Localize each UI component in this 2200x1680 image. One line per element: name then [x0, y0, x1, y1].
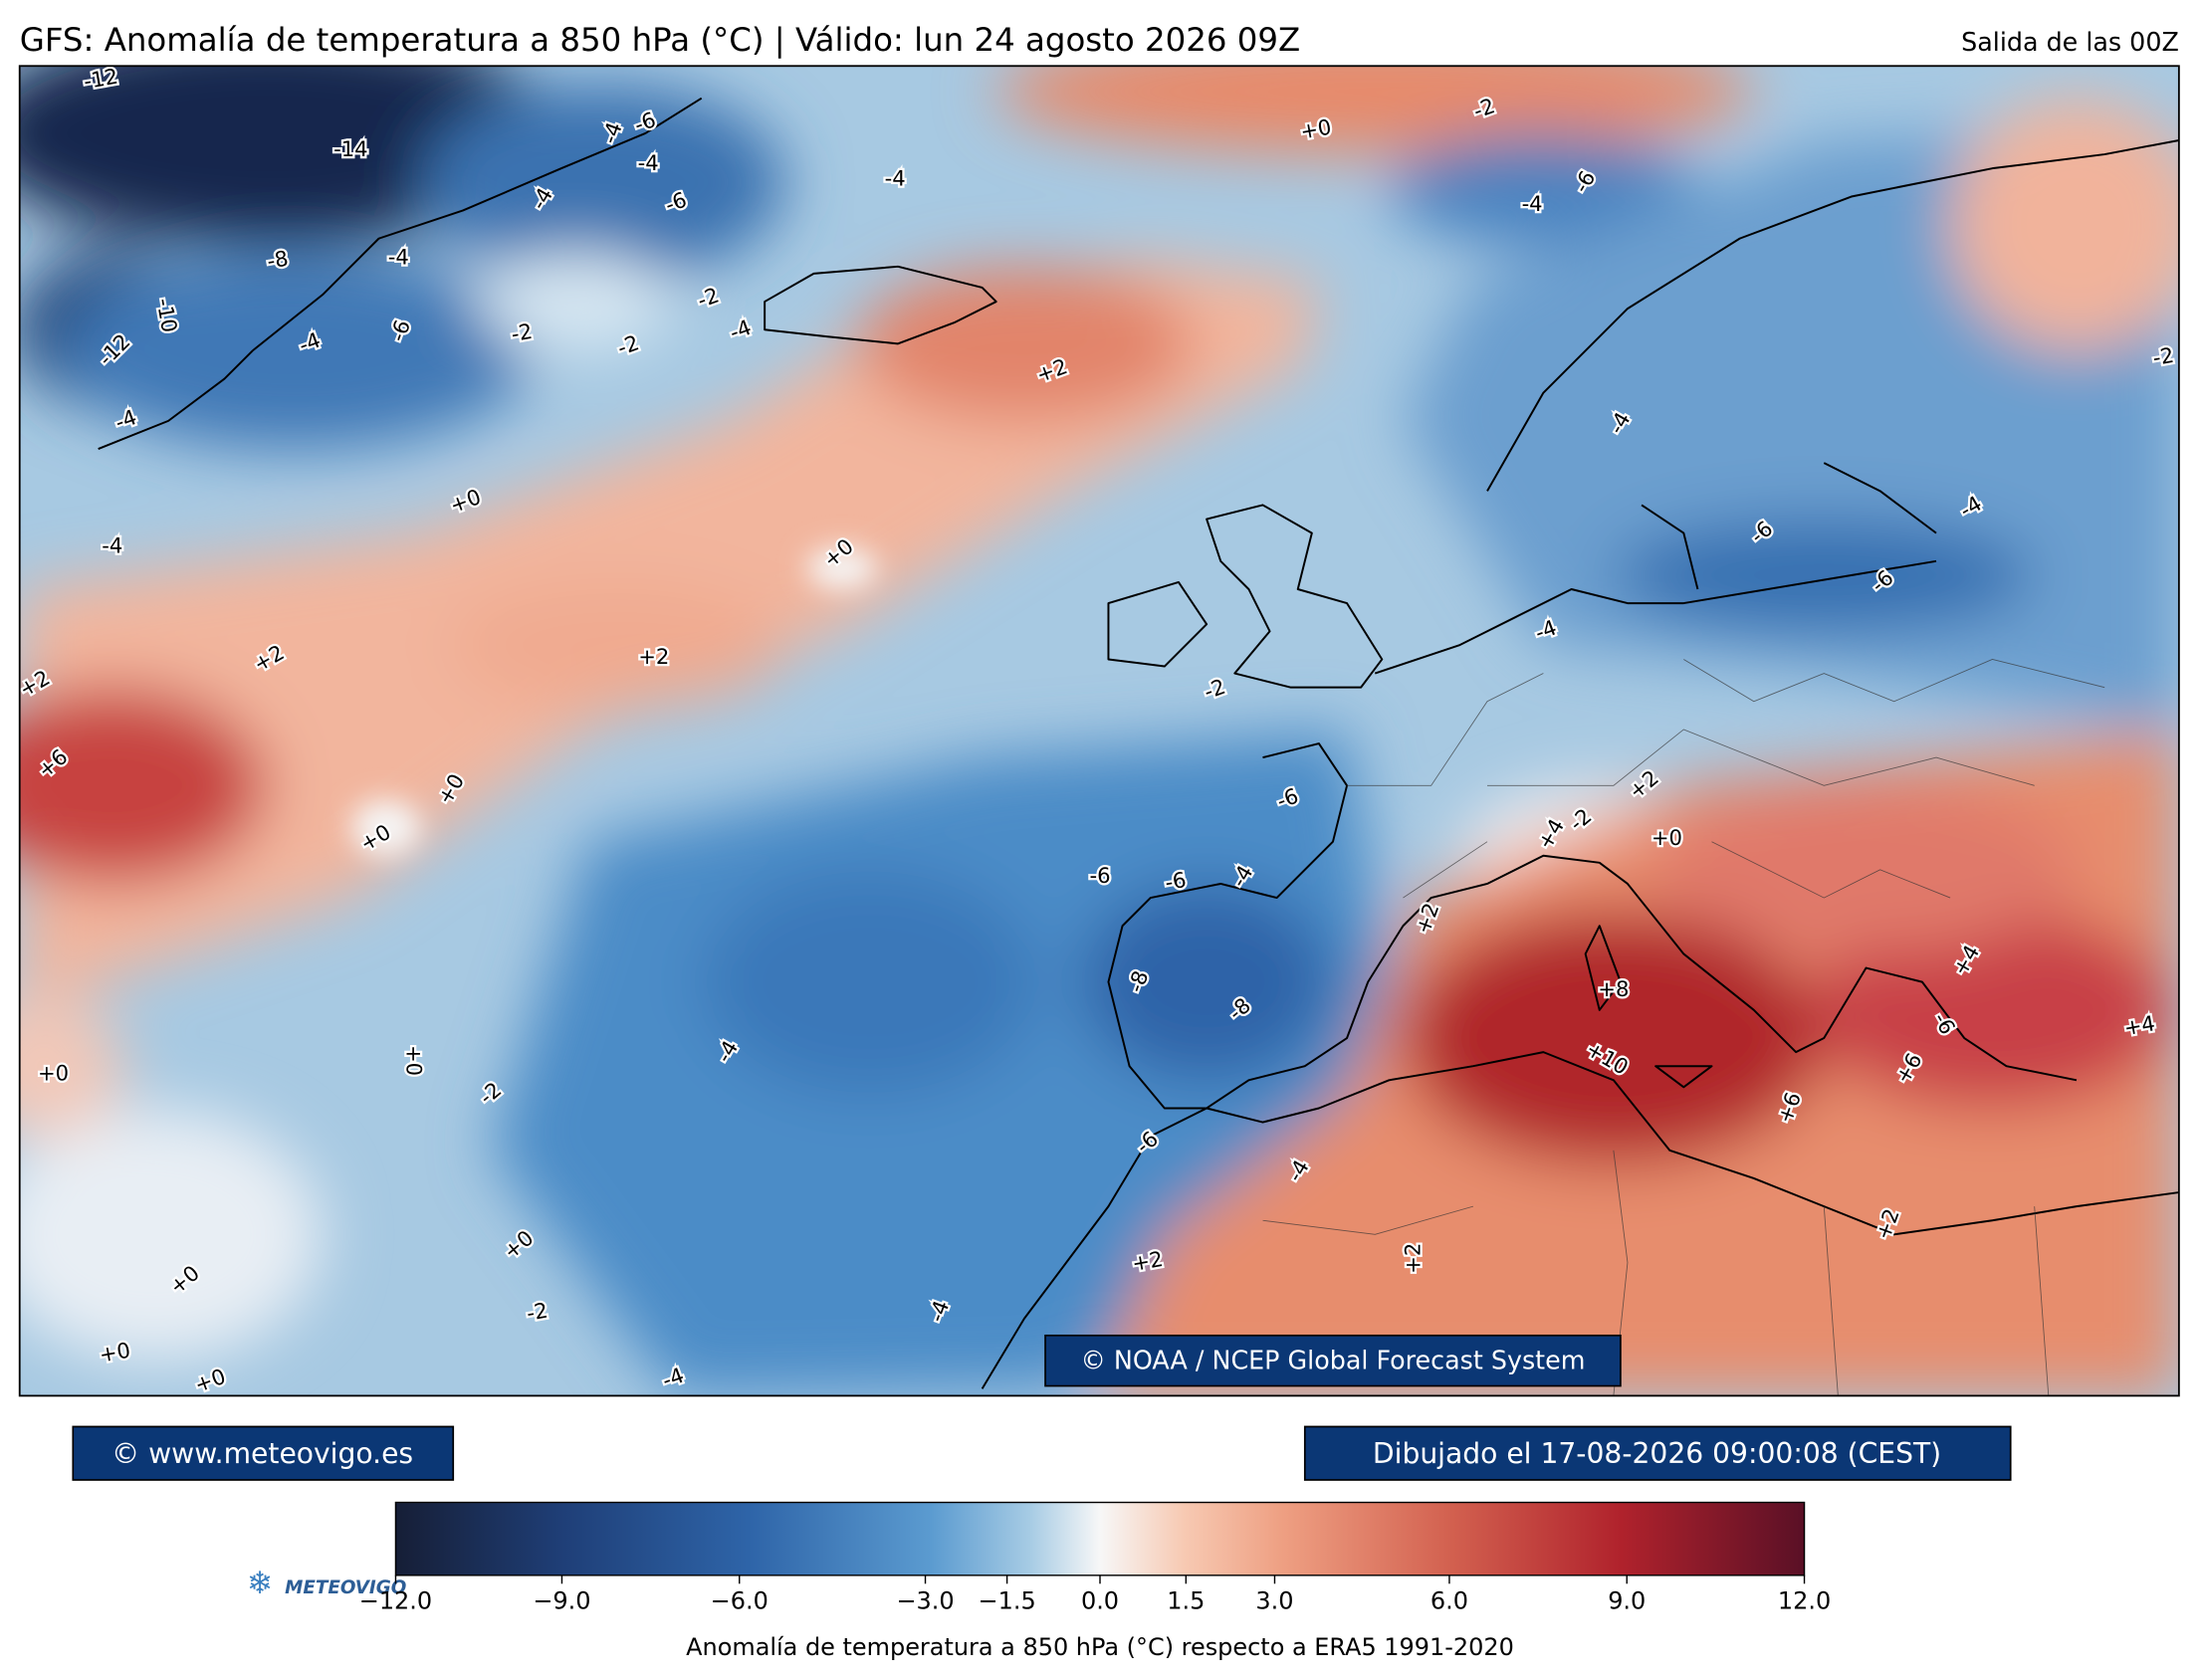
- contour-label: +2: [1130, 1246, 1165, 1276]
- map: -12-14-6-4-4-6-4-4+0-2-4-6-8 -4-10-12 -4 -6…: [19, 64, 2179, 1396]
- contour-label: +4: [2122, 1010, 2157, 1040]
- contour-label: -12: [82, 64, 119, 95]
- contour-label: +2: [638, 644, 669, 669]
- colorbar-label: Anomalía de temperatura a 850 hPa (°C) r…: [686, 1633, 1514, 1661]
- contour-label: +2: [1401, 1243, 1426, 1274]
- contour-label: -2: [525, 1298, 550, 1326]
- colorbar-tick-label: −6.0: [711, 1587, 769, 1615]
- colorbar-tick-label: 12.0: [1778, 1587, 1831, 1615]
- site: © www.meteovigo.es: [111, 1437, 413, 1470]
- colorbar-tick-label: −3.0: [896, 1587, 954, 1615]
- contour-label: -14: [333, 136, 368, 161]
- colorbar-tick-label: 0.0: [1081, 1587, 1119, 1615]
- run-label: Salida de las 00Z: [1961, 27, 2179, 57]
- contour-label: +0: [401, 1045, 426, 1076]
- colorbar-tick-label: 1.5: [1167, 1587, 1205, 1615]
- drawn-box: [1303, 1425, 2012, 1481]
- colorbar-tick-label: 3.0: [1255, 1587, 1293, 1615]
- contour-label: -6: [1089, 863, 1110, 888]
- colorbar: [394, 1501, 1806, 1576]
- map-frame: [18, 65, 2180, 1397]
- contour-label: -4: [388, 244, 409, 269]
- contour-label: -4: [638, 150, 659, 175]
- colorbar-tick-label: −9.0: [533, 1587, 590, 1615]
- site-box: [72, 1425, 455, 1481]
- contour-label: -2: [510, 318, 535, 346]
- credit: © NOAA / NCEP Global Forecast System: [1081, 1346, 1586, 1375]
- colorbar-tick-label: −12.0: [359, 1587, 432, 1615]
- credit-box: [1044, 1334, 1622, 1387]
- contour-label: +0: [98, 1338, 132, 1367]
- contour-label: -2: [2151, 342, 2176, 370]
- title: GFS: Anomalía de temperatura a 850 hPa (…: [20, 21, 1301, 59]
- contour-label: -8: [265, 246, 290, 274]
- contour-label: +8: [1598, 976, 1629, 1001]
- contour-label: -4: [102, 533, 122, 558]
- contour-label: -6: [1163, 867, 1188, 895]
- contour-label: +0: [1651, 825, 1682, 850]
- colorbar-tick-label: 9.0: [1608, 1587, 1646, 1615]
- drawn-date: Dibujado el 17-08-2026 09:00:08 (CEST): [1373, 1437, 1941, 1470]
- contour-label: +0: [38, 1061, 69, 1086]
- colorbar-tick-label: −1.5: [979, 1587, 1036, 1615]
- colorbar-tick-label: 6.0: [1430, 1587, 1468, 1615]
- contour-label: -4: [1522, 191, 1543, 216]
- contour-label: -4: [885, 165, 906, 190]
- contour-label: +0: [1298, 114, 1333, 144]
- logo: METEOVIGO: [285, 1577, 406, 1598]
- logo-icon: ❄: [247, 1566, 273, 1601]
